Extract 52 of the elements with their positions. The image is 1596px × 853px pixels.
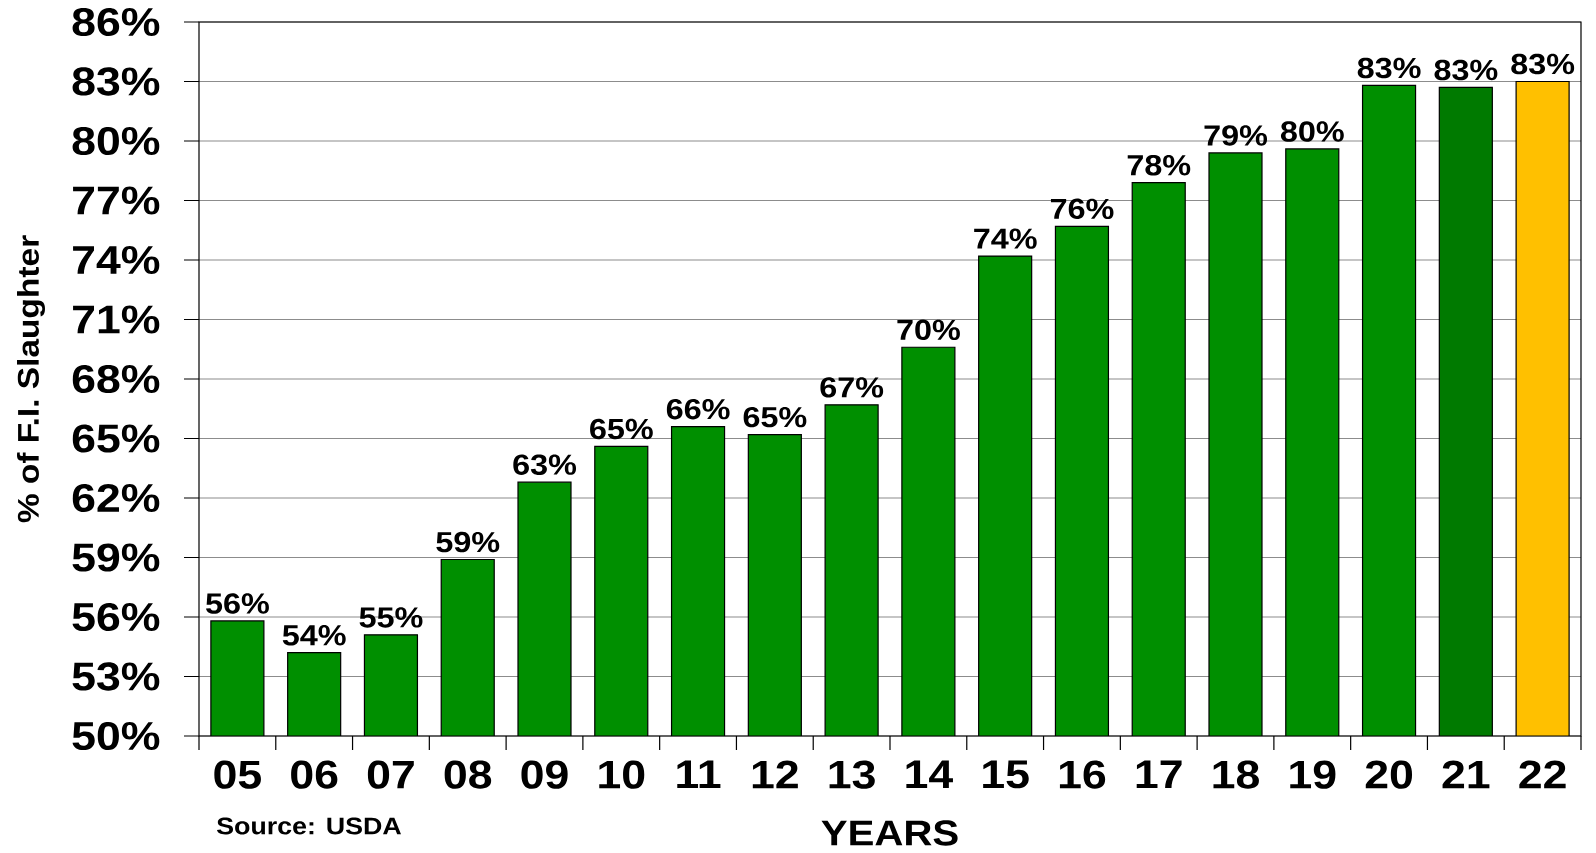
data-label: 79%: [1204, 125, 1268, 146]
data-label: 83%: [1434, 59, 1498, 81]
data-label: 55%: [359, 607, 423, 628]
x-tick-label: 09: [521, 760, 568, 789]
x-tick-label: 18: [1213, 760, 1259, 789]
y-tick-label: 62%: [72, 483, 160, 513]
x-tick-label: 07: [367, 760, 414, 789]
y-tick-label: 50%: [72, 721, 160, 751]
x-tick-label: 15: [983, 760, 1029, 789]
data-label: 83%: [1357, 57, 1421, 79]
y-tick-label: 53%: [72, 662, 160, 691]
data-label: 78%: [1127, 154, 1191, 176]
y-tick-label: 77%: [73, 186, 160, 215]
data-label: 63%: [513, 454, 577, 475]
x-tick-label: 19: [1290, 760, 1336, 789]
data-label: 67%: [820, 377, 884, 398]
x-tick-label: 13: [829, 760, 875, 789]
y-tick-label: 74%: [73, 245, 160, 275]
x-tick-label: 05: [214, 760, 261, 789]
y-tick-label: 68%: [72, 364, 160, 394]
data-label: 56%: [206, 593, 269, 614]
data-label: 70%: [897, 319, 960, 341]
x-tick-label: 20: [1365, 760, 1413, 789]
data-label: 80%: [1280, 121, 1344, 142]
x-tick-label: 22: [1519, 760, 1566, 789]
x-tick-label: 12: [752, 760, 798, 789]
x-tick-label: 10: [599, 760, 645, 789]
x-tick-label: 14: [906, 760, 953, 788]
x-tick-label: 17: [1136, 760, 1182, 788]
y-tick-label: 86%: [72, 7, 160, 37]
data-label: 59%: [436, 531, 500, 553]
y-tick-label: 59%: [72, 543, 160, 572]
data-label: 83%: [1511, 53, 1575, 75]
y-tick-label: 83%: [72, 67, 160, 96]
data-label: 65%: [590, 418, 653, 440]
y-tick-label: 65%: [72, 424, 160, 453]
x-tick-label: 16: [1059, 760, 1106, 789]
y-tick-label: 56%: [72, 602, 160, 632]
x-axis-title: YEARS: [821, 820, 958, 846]
data-label: 65%: [743, 406, 807, 428]
data-label: 54%: [282, 625, 346, 646]
y-tick-label: 71%: [73, 305, 160, 334]
source-note: Source: USDA: [216, 817, 401, 835]
x-tick-label: 06: [291, 760, 338, 789]
data-label: 76%: [1050, 198, 1114, 220]
y-axis-title: % of F.I. Slaughter: [17, 235, 45, 523]
x-tick-label: 11: [677, 760, 721, 788]
y-tick-label: 80%: [72, 126, 160, 156]
x-tick-label: 21: [1442, 760, 1490, 789]
data-label: 74%: [974, 228, 1037, 249]
x-tick-label: 08: [444, 760, 492, 789]
data-label: 66%: [666, 398, 730, 420]
